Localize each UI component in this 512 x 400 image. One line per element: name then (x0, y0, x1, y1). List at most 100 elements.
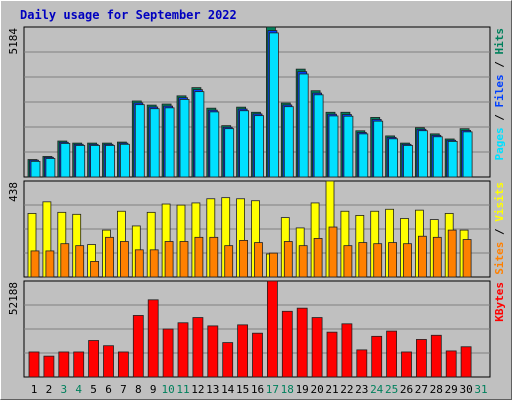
bar (164, 241, 174, 278)
bar (298, 245, 308, 278)
bar (462, 131, 473, 178)
bar (209, 111, 220, 178)
x-tick-label: 20 (310, 383, 323, 396)
bar (388, 242, 398, 278)
x-tick-label: 19 (296, 383, 309, 396)
bar (132, 315, 144, 378)
bar (430, 334, 442, 378)
bar (343, 115, 354, 178)
bar (149, 108, 160, 178)
legend-entry: Files (493, 74, 506, 107)
bar (237, 324, 249, 378)
bar (45, 158, 56, 178)
x-tick-label: 17 (266, 383, 279, 396)
legend-entry: Hits (493, 28, 506, 55)
bar (88, 340, 99, 378)
x-tick-label: 21 (325, 383, 338, 396)
x-tick-label: 4 (75, 383, 82, 396)
x-tick-label: 13 (206, 383, 219, 396)
bar (447, 229, 457, 278)
legend-separator: / (493, 222, 506, 242)
bar (268, 252, 278, 278)
legend: KBytes (493, 282, 506, 322)
bar (373, 120, 384, 178)
bar (134, 249, 144, 278)
bar (147, 299, 159, 378)
legend-entry: Visits (493, 182, 506, 222)
x-tick-label: 2 (46, 383, 53, 396)
bar (417, 235, 427, 278)
legend: Sites / Visits (493, 182, 506, 275)
bar (207, 325, 219, 378)
bar (194, 236, 204, 278)
bar (266, 280, 278, 378)
x-tick-label: 16 (251, 383, 264, 396)
x-tick-label: 28 (430, 383, 443, 396)
bar (90, 145, 100, 178)
bar (209, 236, 219, 278)
x-tick-label: 31 (474, 383, 487, 396)
x-tick-label: 9 (150, 383, 157, 396)
bar (28, 351, 40, 378)
bar (313, 94, 324, 178)
x-tick-label: 8 (135, 383, 142, 396)
bar (341, 323, 353, 378)
bar (358, 133, 369, 178)
bar (417, 130, 428, 178)
legend-entry: Sites (493, 242, 506, 275)
bar (403, 145, 413, 178)
bar (388, 138, 399, 178)
bar (313, 238, 323, 278)
x-tick-label: 5 (90, 383, 97, 396)
x-tick-label: 30 (459, 383, 472, 396)
bar (296, 307, 308, 378)
bar (179, 99, 190, 178)
bar (75, 245, 85, 278)
x-tick-label: 18 (281, 383, 294, 396)
bar (60, 143, 71, 178)
x-tick-label: 24 (370, 383, 384, 396)
x-tick-label: 12 (191, 383, 204, 396)
bar (239, 110, 250, 178)
bar (224, 245, 234, 278)
bar (281, 310, 293, 378)
bar (192, 317, 204, 378)
bar (460, 346, 472, 378)
bar (105, 145, 115, 178)
bar (164, 107, 175, 178)
bar (326, 331, 338, 378)
x-tick-label: 29 (445, 383, 458, 396)
bar (224, 128, 235, 178)
bar (43, 355, 55, 378)
bar (252, 332, 263, 378)
bar (254, 242, 263, 278)
bar (415, 339, 427, 378)
bar (462, 239, 472, 278)
x-tick-label: 3 (60, 383, 67, 396)
x-tick-label: 1 (31, 383, 38, 396)
bar (118, 351, 129, 378)
bar (358, 242, 368, 278)
bar (403, 243, 412, 278)
bar (120, 143, 130, 178)
bar (432, 236, 442, 278)
bar (239, 239, 249, 278)
bar (105, 236, 114, 278)
bar (343, 245, 353, 278)
x-tick-label: 14 (221, 383, 235, 396)
legend-separator: / (493, 55, 506, 75)
bar (356, 349, 368, 378)
bar (386, 330, 398, 378)
x-tick-label: 27 (415, 383, 428, 396)
x-tick-label: 11 (176, 383, 189, 396)
bar (371, 335, 383, 378)
x-tick-label: 25 (385, 383, 398, 396)
bar (328, 226, 338, 278)
bar (254, 115, 264, 178)
bar (134, 104, 145, 178)
bar (120, 241, 129, 278)
bar (30, 250, 40, 278)
bar (222, 342, 234, 378)
